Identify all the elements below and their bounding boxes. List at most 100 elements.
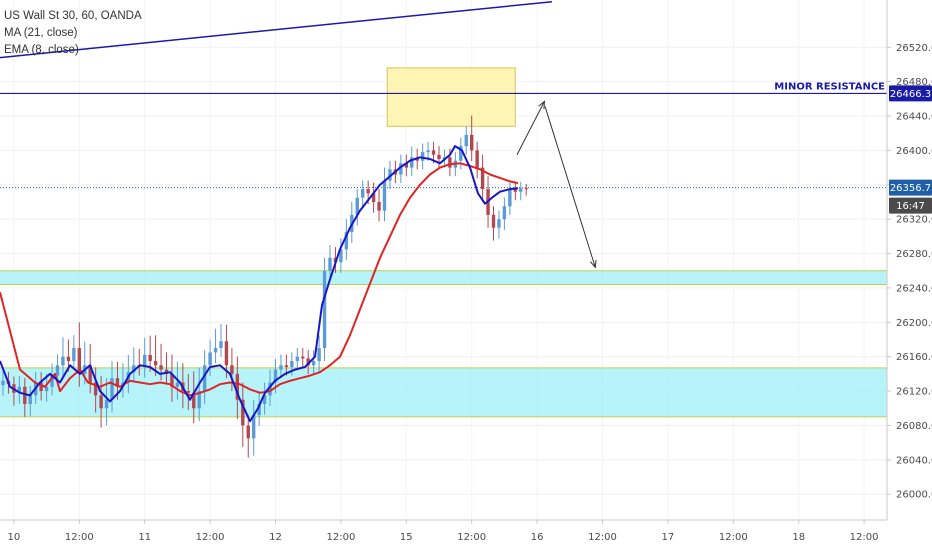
legend-ma[interactable]: MA (21, close) [4,27,78,39]
candle-body [464,134,468,147]
candle-body [197,391,201,409]
x-tick-label: 12:00 [457,532,486,543]
x-tick-label: 16 [531,532,544,543]
y-tick-label: 26080.0 [896,421,932,432]
x-tick-label: 11 [138,532,151,543]
x-tick-label: 12:00 [196,532,225,543]
candle-body [410,157,414,168]
candle-body [420,152,425,161]
candle-body [284,365,289,368]
zones-layer [0,0,887,520]
resistance-price-badge: 26466.3 [890,89,931,100]
levels-layer [0,0,887,189]
countdown-badge-bg [889,197,932,214]
candle-body [366,189,370,194]
supply-box [386,67,516,127]
candle-body [328,257,332,271]
candle-body [399,163,403,175]
candle-body [257,403,261,416]
trendline [0,0,553,59]
x-tick-label: 12:00 [719,532,748,543]
x-tick-label: 12:00 [588,532,617,543]
y-tick-label: 26480.0 [896,77,932,88]
candle-body [301,356,305,359]
candle-body [513,189,517,192]
candles-layer [1,115,528,458]
candle-body [55,365,60,376]
candle-body [208,352,212,366]
candle-body [159,365,163,370]
x-tick-label: 10 [8,532,21,543]
legend-symbol[interactable]: US Wall St 30, 60, OANDA [4,10,142,22]
candle-body [252,415,256,439]
candle-body [491,214,496,228]
candle-body [175,382,180,387]
candle-body [143,354,147,368]
candle-body [290,360,294,368]
y-tick-label: 26280.0 [896,249,932,260]
candle-body [219,341,223,349]
x-tick-label: 18 [792,532,805,543]
annotations-layer: MINOR RESISTANCE [516,81,885,266]
candle-body [295,356,299,361]
candle-body [273,369,278,383]
candle-body [186,391,190,393]
projection-arrow-up [516,102,544,155]
last-price-badge-bg [889,179,932,196]
candle-body [66,356,71,361]
lower-demand-zone [0,367,887,417]
candle-body [132,365,136,373]
candle-body [371,193,376,202]
y-tick-label: 26200.0 [896,318,932,329]
y-tick-label: 26520.0 [896,43,932,54]
time-axis-bg [0,520,932,550]
candle-body [164,369,169,374]
candle-body [311,360,316,366]
legend-ema[interactable]: EMA (8, close) [4,44,79,56]
candle-body [355,197,359,215]
candle-body [110,378,114,400]
candle-body [426,150,430,153]
candle-body [519,188,523,192]
y-tick-label: 26000.0 [896,490,932,501]
candle-body [72,348,76,361]
candle-body [459,146,463,161]
candle-body [382,180,387,211]
y-tick-label: 26400.0 [896,146,932,157]
candle-body [235,373,240,400]
candle-body [50,375,54,387]
candle-body [470,134,474,151]
x-tick-label: 12:00 [850,532,879,543]
candle-body [77,348,81,374]
chart-legend: US Wall St 30, 60, OANDA MA (21, close) … [4,8,142,59]
candle-body [39,382,43,392]
y-tick-label: 26120.0 [896,387,932,398]
candle-body [268,382,272,396]
candle-body [344,232,349,250]
x-tick-label: 12:00 [65,532,94,543]
ma-21-line [0,162,519,397]
candle-body [497,219,501,228]
candle-body [17,386,22,393]
candle-body [23,386,27,404]
candle-body [442,157,447,160]
candle-body [148,354,152,361]
candle-body [213,348,218,353]
resistance-price-badge-bg [889,85,932,102]
countdown-badge: 16:47 [896,201,925,212]
x-tick-label: 17 [662,532,675,543]
candle-body [475,150,479,168]
candle-body [448,157,452,168]
candle-body [1,380,5,386]
y-tick-label: 26440.0 [896,112,932,123]
x-tick-label: 12 [269,532,282,543]
candle-body [115,378,120,387]
y-tick-label: 26160.0 [896,352,932,363]
projection-arrow-down [544,106,595,266]
last-price-badge: 26356.7 [890,183,931,194]
candle-body [262,395,267,404]
candle-body [279,365,283,370]
candle-body [44,386,49,392]
